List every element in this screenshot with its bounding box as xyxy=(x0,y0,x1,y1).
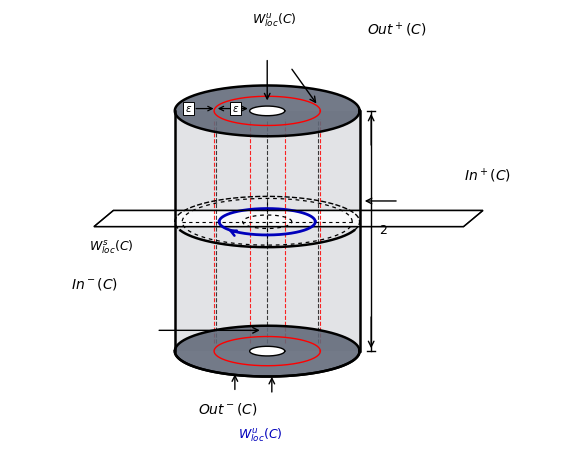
Text: 2: 2 xyxy=(380,225,387,237)
Text: $W^s_{loc}(C)$: $W^s_{loc}(C)$ xyxy=(89,238,134,256)
Polygon shape xyxy=(94,211,483,226)
Ellipse shape xyxy=(175,85,359,136)
Text: $W^u_{loc}(C)$: $W^u_{loc}(C)$ xyxy=(238,426,283,444)
Ellipse shape xyxy=(175,326,359,377)
Polygon shape xyxy=(175,111,359,351)
Text: $Out^-(C)$: $Out^-(C)$ xyxy=(198,401,258,417)
Text: $In^+(C)$: $In^+(C)$ xyxy=(464,166,511,185)
Ellipse shape xyxy=(249,106,285,116)
Ellipse shape xyxy=(249,346,285,356)
Text: $In^-(C)$: $In^-(C)$ xyxy=(71,276,118,292)
Text: $W^u_{loc}(C)$: $W^u_{loc}(C)$ xyxy=(252,12,297,29)
Text: $\varepsilon$: $\varepsilon$ xyxy=(232,103,239,114)
Text: $Out^+(C)$: $Out^+(C)$ xyxy=(366,21,426,39)
Text: $\varepsilon$: $\varepsilon$ xyxy=(185,103,192,114)
